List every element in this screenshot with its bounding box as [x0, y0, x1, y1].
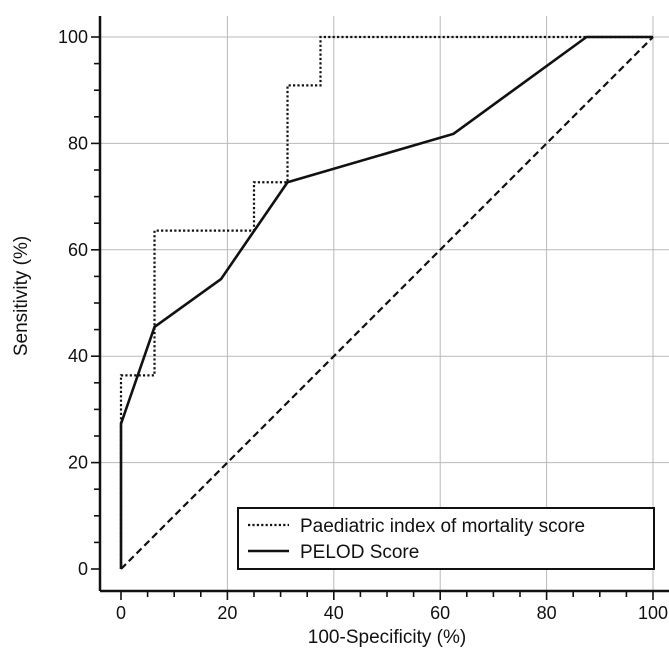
x-tick-label-40: 40 — [324, 603, 344, 623]
y-tick-label-20: 20 — [68, 453, 88, 473]
reference-diagonal — [120, 36, 654, 570]
y-axis-title: Sensitivity (%) — [11, 236, 32, 356]
y-tick-label-40: 40 — [68, 346, 88, 366]
series-line-pelod — [119, 35, 653, 569]
y-tick-label-60: 60 — [68, 240, 88, 260]
x-tick-label-100: 100 — [638, 603, 668, 623]
reference-line — [120, 36, 654, 570]
y-tick-label-0: 0 — [78, 559, 88, 579]
series-layer — [119, 35, 653, 569]
series-line-pim — [119, 35, 653, 569]
y-tick-label-80: 80 — [68, 133, 88, 153]
tick-labels: 0 20 40 60 80 100 0 20 40 60 80 100 — [58, 27, 668, 623]
legend-box — [237, 507, 655, 570]
x-tick-label-80: 80 — [537, 603, 557, 623]
x-tick-label-60: 60 — [430, 603, 450, 623]
axes — [91, 16, 669, 600]
legend-label-pelod: PELOD Score — [300, 542, 419, 563]
x-axis-title: 100-Specificity (%) — [308, 627, 466, 648]
x-tick-label-20: 20 — [217, 603, 237, 623]
x-tick-label-0: 0 — [116, 603, 126, 623]
legend-label-pim: Paediatric index of mortality score — [300, 516, 585, 537]
y-tick-label-100: 100 — [58, 27, 88, 47]
grid — [100, 16, 669, 591]
legend: Paediatric index of mortality score PELO… — [237, 507, 655, 570]
